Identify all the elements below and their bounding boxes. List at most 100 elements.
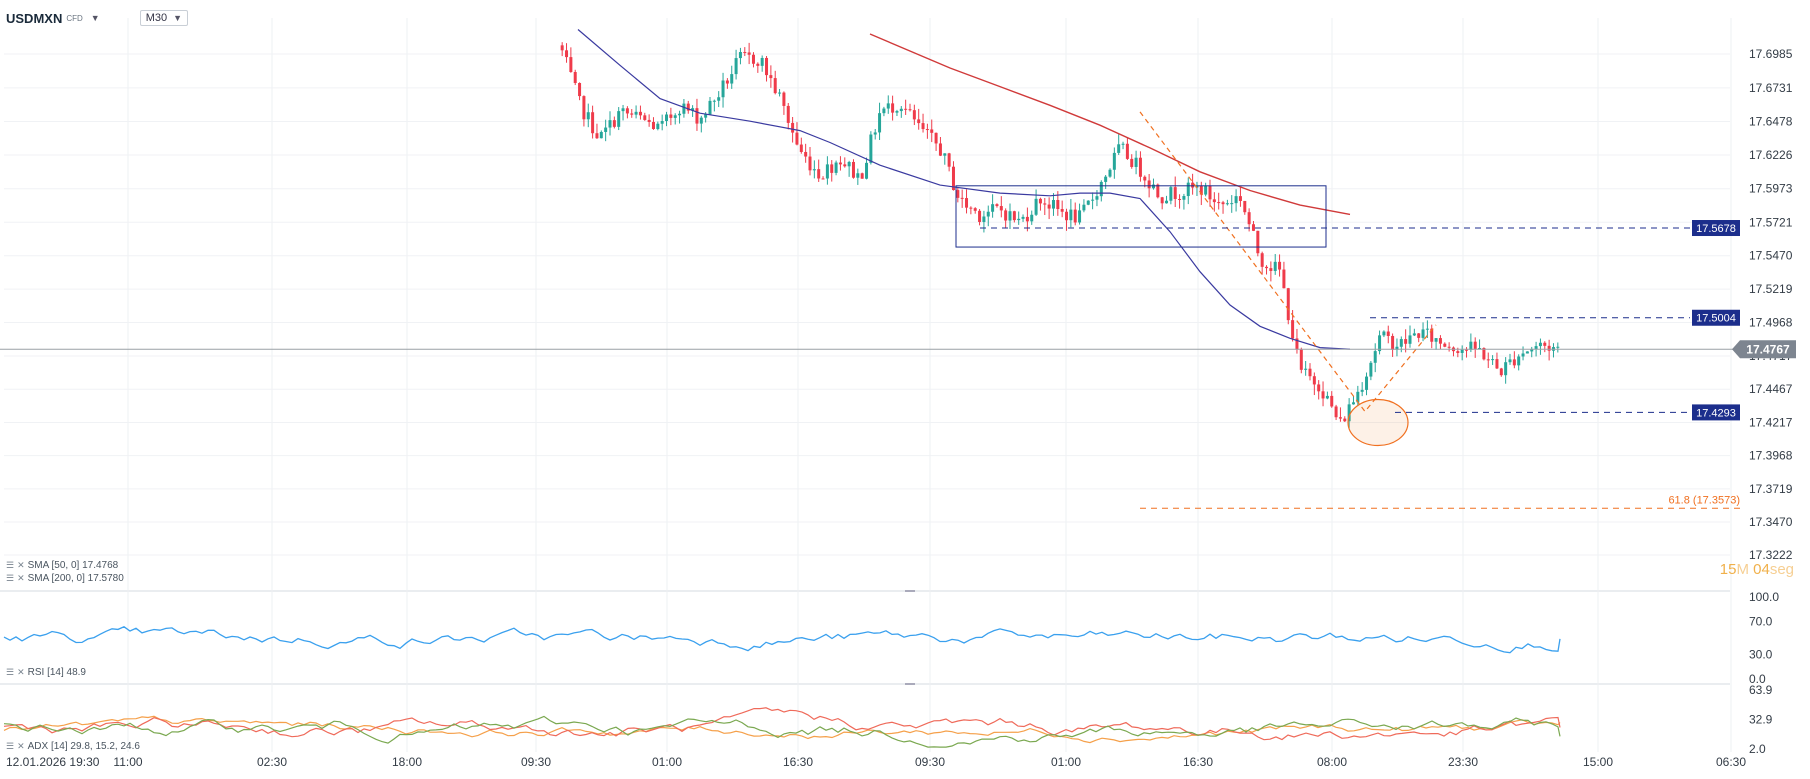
candle	[1325, 391, 1329, 400]
settings-icon[interactable]: ☰	[6, 741, 15, 751]
candle-body	[578, 82, 582, 97]
candle-body	[591, 112, 595, 134]
legend-adx[interactable]: ☰ ✕ ADX [14] 29.8, 15.2, 24.6	[6, 741, 140, 752]
legend-rsi[interactable]: ☰ ✕ RSI [14] 48.9	[6, 667, 86, 678]
candle-body	[1373, 351, 1377, 363]
symbol-name[interactable]: USDMXN	[6, 10, 63, 26]
candle	[1508, 353, 1512, 365]
close-icon[interactable]: ✕	[17, 667, 25, 677]
candle	[1134, 150, 1138, 175]
candle-body	[973, 208, 977, 211]
candle-body	[682, 103, 686, 114]
candle-body	[821, 178, 825, 180]
candle-body	[1321, 391, 1325, 399]
level-tag-label: 17.4293	[1696, 407, 1736, 419]
candle	[621, 104, 625, 121]
timeframe-value: M30	[145, 12, 168, 24]
legend-sma50[interactable]: ☰ ✕ SMA [50, 0] 17.4768	[6, 560, 118, 571]
legend-sma200[interactable]: ☰ ✕ SMA [200, 0] 17.5780	[6, 573, 124, 584]
candle-body	[1243, 200, 1247, 213]
candle	[695, 98, 699, 131]
close-icon[interactable]: ✕	[17, 573, 25, 583]
time-tick-label: 23:30	[1448, 755, 1478, 769]
candle-body	[1365, 376, 1369, 390]
candle-body	[799, 144, 803, 152]
candle	[1438, 335, 1442, 350]
candle-body	[1082, 204, 1086, 211]
candle	[873, 128, 877, 140]
candle	[1104, 175, 1108, 190]
time-tick-label: 01:00	[652, 755, 682, 769]
symbol-dropdown-icon[interactable]: ▼	[90, 13, 100, 23]
candle-body	[747, 52, 751, 55]
candle	[930, 119, 934, 143]
candle	[1321, 381, 1325, 407]
candle-body	[721, 80, 725, 98]
candle-body	[599, 131, 603, 139]
candle	[1443, 342, 1447, 348]
candle-body	[1025, 216, 1029, 222]
candle	[1304, 360, 1308, 376]
settings-icon[interactable]: ☰	[6, 560, 15, 570]
candle	[1412, 328, 1416, 337]
candle-body	[725, 80, 729, 84]
candle-body	[582, 96, 586, 120]
candle	[1269, 261, 1273, 282]
rsi-pane[interactable]	[3, 626, 1561, 654]
candle-body	[1130, 158, 1134, 167]
axes: 12.01.2026 19:30 11:00 02:30 18:00 09:30 01:0…	[6, 47, 1796, 769]
candle-body	[812, 169, 816, 171]
candle-body	[1330, 395, 1334, 407]
candle	[1543, 341, 1547, 353]
candle	[878, 102, 882, 140]
rsi-tick-label: 100.0	[1749, 590, 1779, 604]
settings-icon[interactable]: ☰	[6, 667, 15, 677]
time-tick-label: 09:30	[915, 755, 945, 769]
candle	[1165, 195, 1169, 204]
price-tick-label: 17.6478	[1749, 115, 1793, 129]
settings-icon[interactable]: ☰	[6, 573, 15, 583]
candle	[604, 119, 608, 142]
main-pane[interactable]: 61.8 (17.3573)	[0, 29, 1740, 509]
candle	[969, 206, 973, 215]
candle-body	[1160, 197, 1164, 204]
candle	[938, 137, 942, 157]
candle-body	[1495, 359, 1499, 369]
candle-body	[660, 121, 664, 124]
candle	[843, 157, 847, 168]
candle-body	[1112, 152, 1116, 170]
legend-sma50-text: SMA [50, 0] 17.4768	[27, 560, 119, 571]
candle-body	[1304, 368, 1308, 370]
time-tick-label: 16:30	[1183, 755, 1213, 769]
candle-body	[978, 210, 982, 222]
candle	[751, 52, 755, 68]
candle-body	[1265, 266, 1269, 269]
candle	[1047, 197, 1051, 220]
close-icon[interactable]: ✕	[17, 560, 25, 570]
candle-body	[908, 109, 912, 111]
candle-body	[951, 166, 955, 191]
chevron-down-icon: ▼	[173, 13, 183, 23]
range-rectangle	[955, 185, 1327, 248]
candle	[669, 107, 673, 126]
candle	[1212, 192, 1216, 212]
candle	[908, 103, 912, 112]
candle	[1425, 320, 1429, 339]
candle-body	[1260, 253, 1264, 267]
timeframe-selector[interactable]: M30 ▼	[139, 10, 189, 26]
candle	[1034, 189, 1038, 216]
candle-body	[1521, 353, 1525, 357]
candle-body	[865, 162, 869, 179]
time-tick-label: 12.01.2026 19:30	[6, 755, 100, 769]
adx-pane[interactable]	[3, 707, 1561, 748]
candle	[1282, 261, 1286, 289]
close-icon[interactable]: ✕	[17, 741, 25, 751]
timer-sec-unit: seg	[1769, 561, 1794, 578]
candle	[1256, 230, 1260, 257]
candle	[1378, 330, 1382, 355]
candle	[1234, 189, 1238, 212]
last-price-tag	[1732, 340, 1796, 359]
time-tick-label: 11:00	[113, 755, 142, 769]
candle	[1278, 254, 1282, 277]
